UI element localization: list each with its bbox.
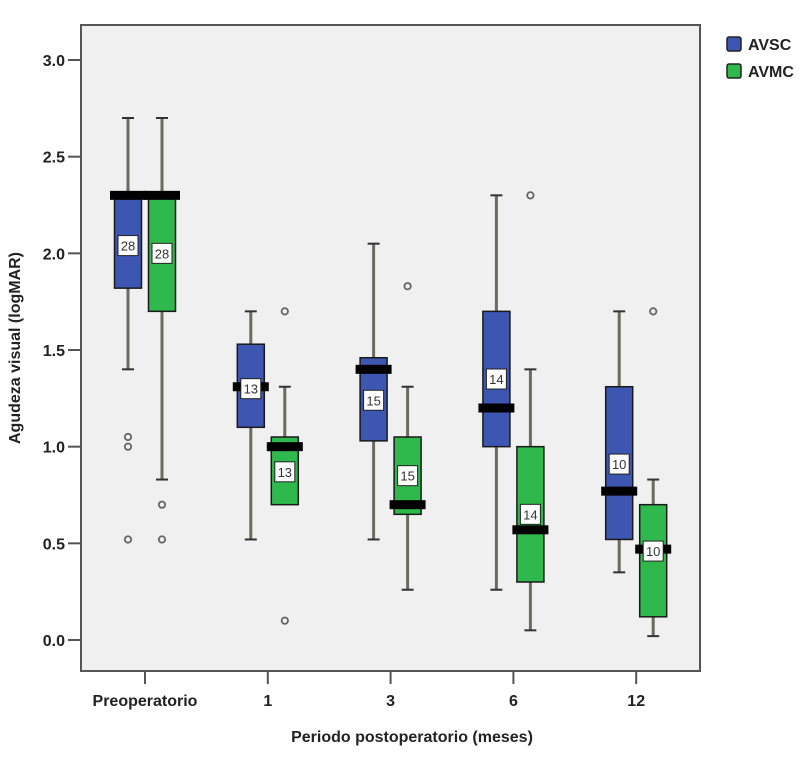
y-tick-label: 1.0 (43, 440, 65, 457)
n-label-box (151, 242, 173, 264)
outlier-point (157, 535, 167, 544)
box-avmc-4: 10 (635, 307, 672, 638)
n-label: 13 (278, 465, 292, 480)
y-tick-label: 2.5 (43, 150, 65, 167)
n-label-box (240, 378, 262, 400)
n-label-box (363, 389, 385, 411)
x-tick-label: 1 (263, 693, 272, 710)
n-label-box (485, 368, 507, 390)
n-label: 15 (400, 469, 414, 484)
median-bar (144, 190, 180, 200)
median-bar (512, 525, 549, 535)
n-label: 14 (523, 507, 537, 522)
x-axis: Preoperatorio 1 3 6 12 (93, 671, 645, 710)
y-axis: 0.0 0.5 1.0 1.5 2.0 2.5 3.0 (43, 53, 81, 650)
x-tick-label: 3 (386, 693, 395, 710)
legend-swatch-avmc (726, 63, 742, 79)
box-avmc-2: 15 (389, 282, 426, 591)
n-label: 15 (366, 393, 380, 408)
median-bar (389, 500, 426, 510)
median-bar (355, 364, 392, 374)
legend-swatch-avsc (726, 36, 742, 52)
box-avsc-3: 14 (478, 194, 515, 591)
legend: AVSC AVMC (726, 36, 794, 81)
x-axis-title: Periodo postoperatorio (meses) (291, 729, 533, 746)
outlier-point (157, 500, 167, 509)
legend-label-avsc: AVSC (748, 37, 792, 54)
n-label-box (642, 540, 664, 562)
n-label-box (519, 503, 541, 525)
outlier-point (280, 307, 289, 316)
box-avsc-1: 13 (232, 310, 269, 541)
plot-area (80, 24, 701, 672)
outlier-point (123, 432, 133, 442)
y-tick-label: 0.5 (43, 536, 65, 553)
outlier-point (280, 616, 289, 625)
n-label: 13 (244, 382, 258, 397)
outlier-point (649, 307, 658, 316)
x-tick-label: Preoperatorio (93, 693, 198, 710)
n-label-box (608, 453, 630, 475)
legend-label-avmc: AVMC (748, 64, 794, 81)
n-label-box (117, 235, 139, 257)
y-tick-label: 3.0 (43, 53, 65, 70)
y-tick-label: 0.0 (43, 633, 65, 650)
n-label: 10 (612, 457, 626, 472)
box-avsc-0: 28 (110, 117, 146, 544)
x-tick-label: 6 (509, 693, 518, 710)
median-bar (266, 442, 303, 452)
y-tick-label: 1.5 (43, 343, 65, 360)
n-label: 28 (155, 246, 169, 261)
box-avsc-4: 10 (601, 310, 638, 574)
median-bar (601, 486, 638, 496)
n-label-box (397, 465, 419, 487)
box-avsc-2: 15 (355, 242, 392, 541)
y-axis-title: Agudeza visual (logMAR) (7, 252, 24, 444)
x-tick-label: 12 (627, 693, 645, 710)
n-label-box (274, 461, 296, 483)
box-avmc-1: 13 (266, 307, 303, 625)
outlier-point (123, 535, 133, 544)
median-bar (478, 403, 515, 413)
outlier-point (403, 282, 412, 291)
outlier-point (123, 442, 133, 451)
outlier-point (526, 191, 535, 200)
n-label: 14 (489, 372, 503, 387)
box-avmc-3: 14 (512, 191, 549, 632)
median-bar (110, 190, 146, 200)
n-label: 28 (121, 239, 135, 254)
boxes-layer: 28 13 15 14 10 28 13 15 14 10 (110, 117, 672, 638)
y-tick-label: 2.0 (43, 246, 65, 263)
box-avmc-0: 28 (144, 117, 180, 544)
n-label: 10 (646, 544, 660, 559)
